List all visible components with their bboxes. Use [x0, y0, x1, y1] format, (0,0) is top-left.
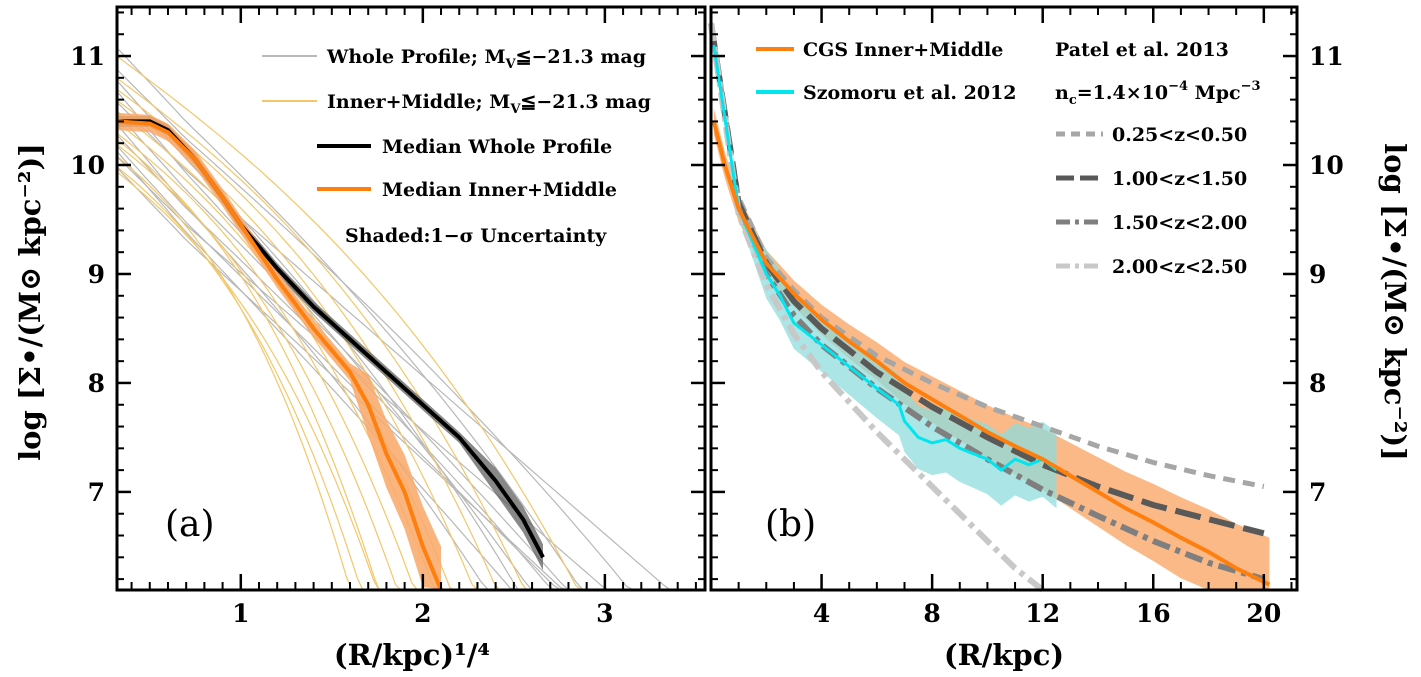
xtick-label-b: 4 — [813, 599, 830, 628]
xtick-label-b: 12 — [1025, 599, 1060, 628]
series-patel-200250 — [708, 22, 1045, 593]
xtick-label-b: 16 — [1136, 599, 1171, 628]
x-axis-title-b: (R/kpc) — [944, 638, 1064, 672]
ytick-label-right: 8 — [1309, 369, 1326, 398]
ytick-label-right: 7 — [1309, 478, 1326, 507]
legend-label-inner-middle: Inner+Middle; MV≦−21.3 mag — [327, 91, 651, 117]
series-cgs — [711, 120, 1271, 587]
inner-middle-curve — [116, 77, 604, 591]
panel-a-legend: Whole Profile; MV≦−21.3 mag Inner+Middle… — [262, 46, 651, 247]
ytick-label-left: 11 — [70, 42, 105, 71]
panel-b-frame — [709, 5, 1299, 592]
y-axis-title-right: log [Σ•/(M⊙ kpc⁻²)] — [1378, 143, 1412, 461]
legend-label-median-whole: Median Whole Profile — [382, 136, 612, 158]
legend-label-szomoru: Szomoru et al. 2012 — [803, 82, 1017, 104]
panel-a: 1 2 3 (a) Whole Profile; MV≦−21.3 mag Inne… — [115, 5, 707, 628]
ytick-label-right: 10 — [1309, 151, 1344, 180]
y-axis-title-left: log [Σ•/(M⊙ kpc⁻²)] — [13, 143, 47, 461]
panel-b: 4 8 12 16 20 (b) CGS Inner+Middle Szomoru et… — [708, 5, 1299, 628]
y-tick-labels-left: 7 8 9 10 11 — [70, 42, 105, 507]
panel-b-lines — [708, 22, 1271, 593]
ytick-label-right: 9 — [1309, 260, 1326, 289]
legend-label-whole-profile: Whole Profile; MV≦−21.3 mag — [326, 46, 646, 72]
series-patel-025050 — [708, 22, 1265, 489]
inner-middle-curve — [116, 55, 604, 591]
y-tick-labels-right: 7 8 9 10 11 — [1309, 42, 1344, 507]
ytick-label-left: 9 — [88, 260, 105, 289]
ytick-label-left: 8 — [88, 369, 105, 398]
ytick-label-left: 7 — [88, 478, 105, 507]
legend-label-z100: 1.00<z<1.50 — [1112, 168, 1247, 190]
ytick-label-right: 11 — [1309, 42, 1344, 71]
panel-a-frame — [115, 5, 707, 592]
legend-label-shaded: Shaded:1−σ Uncertainty — [345, 225, 607, 247]
xtick-label-a: 2 — [414, 599, 431, 628]
whole-profile-curve — [116, 69, 693, 591]
series-median-inner — [116, 119, 443, 591]
legend-label-z025: 0.25<z<0.50 — [1112, 124, 1247, 146]
panel-b-legend: CGS Inner+Middle Szomoru et al. 2012 Pat… — [756, 39, 1261, 278]
panel-b-ticks: 4 8 12 16 20 — [711, 7, 1297, 628]
legend-label-z200: 2.00<z<2.50 — [1112, 256, 1247, 278]
panel-a-ticks: 1 2 3 — [117, 7, 705, 628]
ytick-label-left: 10 — [70, 151, 105, 180]
band-cgs — [713, 108, 1270, 591]
panel-b-label: (b) — [765, 504, 816, 545]
series-szomoru — [712, 44, 1058, 473]
xtick-label-a: 3 — [596, 599, 613, 628]
x-axis-title-a: (R/kpc)¹/⁴ — [334, 638, 490, 672]
legend-label-z150: 1.50<z<2.00 — [1112, 212, 1247, 234]
xtick-label-a: 1 — [232, 599, 249, 628]
panel-a-median-lines — [116, 119, 545, 591]
xtick-label-b: 8 — [923, 599, 940, 628]
legend-label-median-inner: Median Inner+Middle — [382, 179, 617, 201]
panel-a-label: (a) — [165, 504, 215, 545]
xtick-label-b: 20 — [1246, 599, 1281, 628]
legend-label-cgs: CGS Inner+Middle — [803, 39, 1003, 61]
patel-title: Patel et al. 2013 — [1055, 39, 1229, 61]
patel-density: nc=1.4×10−4 Mpc−3 — [1055, 79, 1261, 108]
